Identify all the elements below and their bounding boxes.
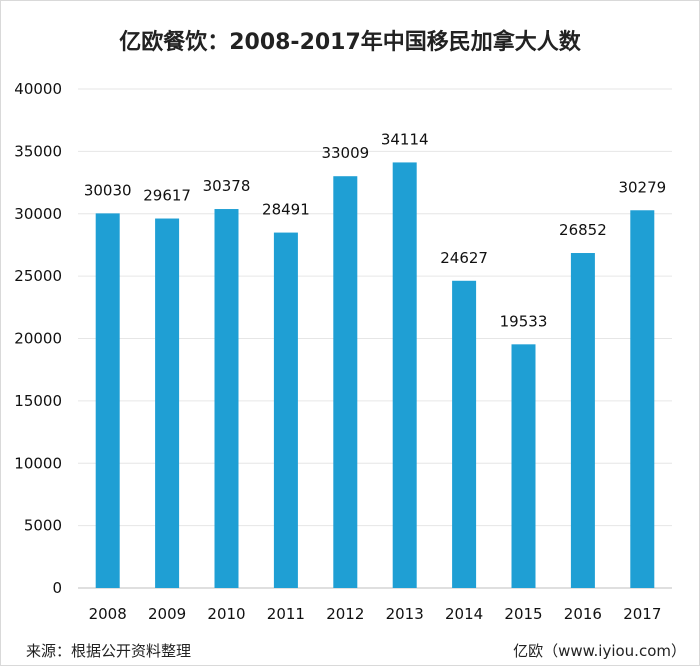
data-label: 30378 (203, 177, 251, 195)
y-tick-label: 35000 (14, 142, 62, 160)
y-tick-label: 10000 (14, 454, 62, 472)
x-tick-label: 2011 (267, 605, 305, 623)
data-label: 29617 (143, 187, 191, 205)
x-tick-label: 2012 (326, 605, 364, 623)
data-label: 24627 (440, 249, 488, 267)
x-tick-label: 2010 (207, 605, 245, 623)
y-tick-label: 20000 (14, 330, 62, 348)
bar (214, 209, 239, 588)
bar (570, 253, 595, 588)
data-label: 19533 (500, 312, 548, 330)
data-label: 33009 (321, 144, 369, 162)
source-note: 来源：根据公开资料整理 (26, 642, 192, 660)
bar (273, 232, 298, 588)
bar (392, 162, 417, 588)
x-tick-label: 2013 (386, 605, 424, 623)
data-label: 26852 (559, 221, 607, 239)
y-tick-label: 0 (52, 579, 62, 597)
data-label: 30030 (84, 181, 132, 199)
x-tick-label: 2016 (564, 605, 602, 623)
y-tick-label: 15000 (14, 392, 62, 410)
data-label: 34114 (381, 130, 429, 148)
bar (452, 280, 477, 588)
y-tick-label: 30000 (14, 205, 62, 223)
bar (155, 218, 180, 588)
bar (95, 213, 120, 589)
bar (511, 344, 536, 588)
brand-note: 亿欧（www.iyiou.com） (513, 642, 686, 660)
x-tick-label: 2017 (623, 605, 661, 623)
x-tick-label: 2014 (445, 605, 483, 623)
data-label: 28491 (262, 201, 310, 219)
data-label: 30279 (618, 178, 666, 196)
x-tick-label: 2009 (148, 605, 186, 623)
y-tick-label: 5000 (24, 517, 62, 535)
y-tick-label: 40000 (14, 80, 62, 98)
bar (333, 176, 358, 589)
chart-title: 亿欧餐饮：2008-2017年中国移民加拿大人数 (119, 30, 581, 55)
x-tick-label: 2015 (504, 605, 542, 623)
x-tick-label: 2008 (89, 605, 127, 623)
bar (630, 210, 655, 588)
y-tick-label: 25000 (14, 267, 62, 285)
